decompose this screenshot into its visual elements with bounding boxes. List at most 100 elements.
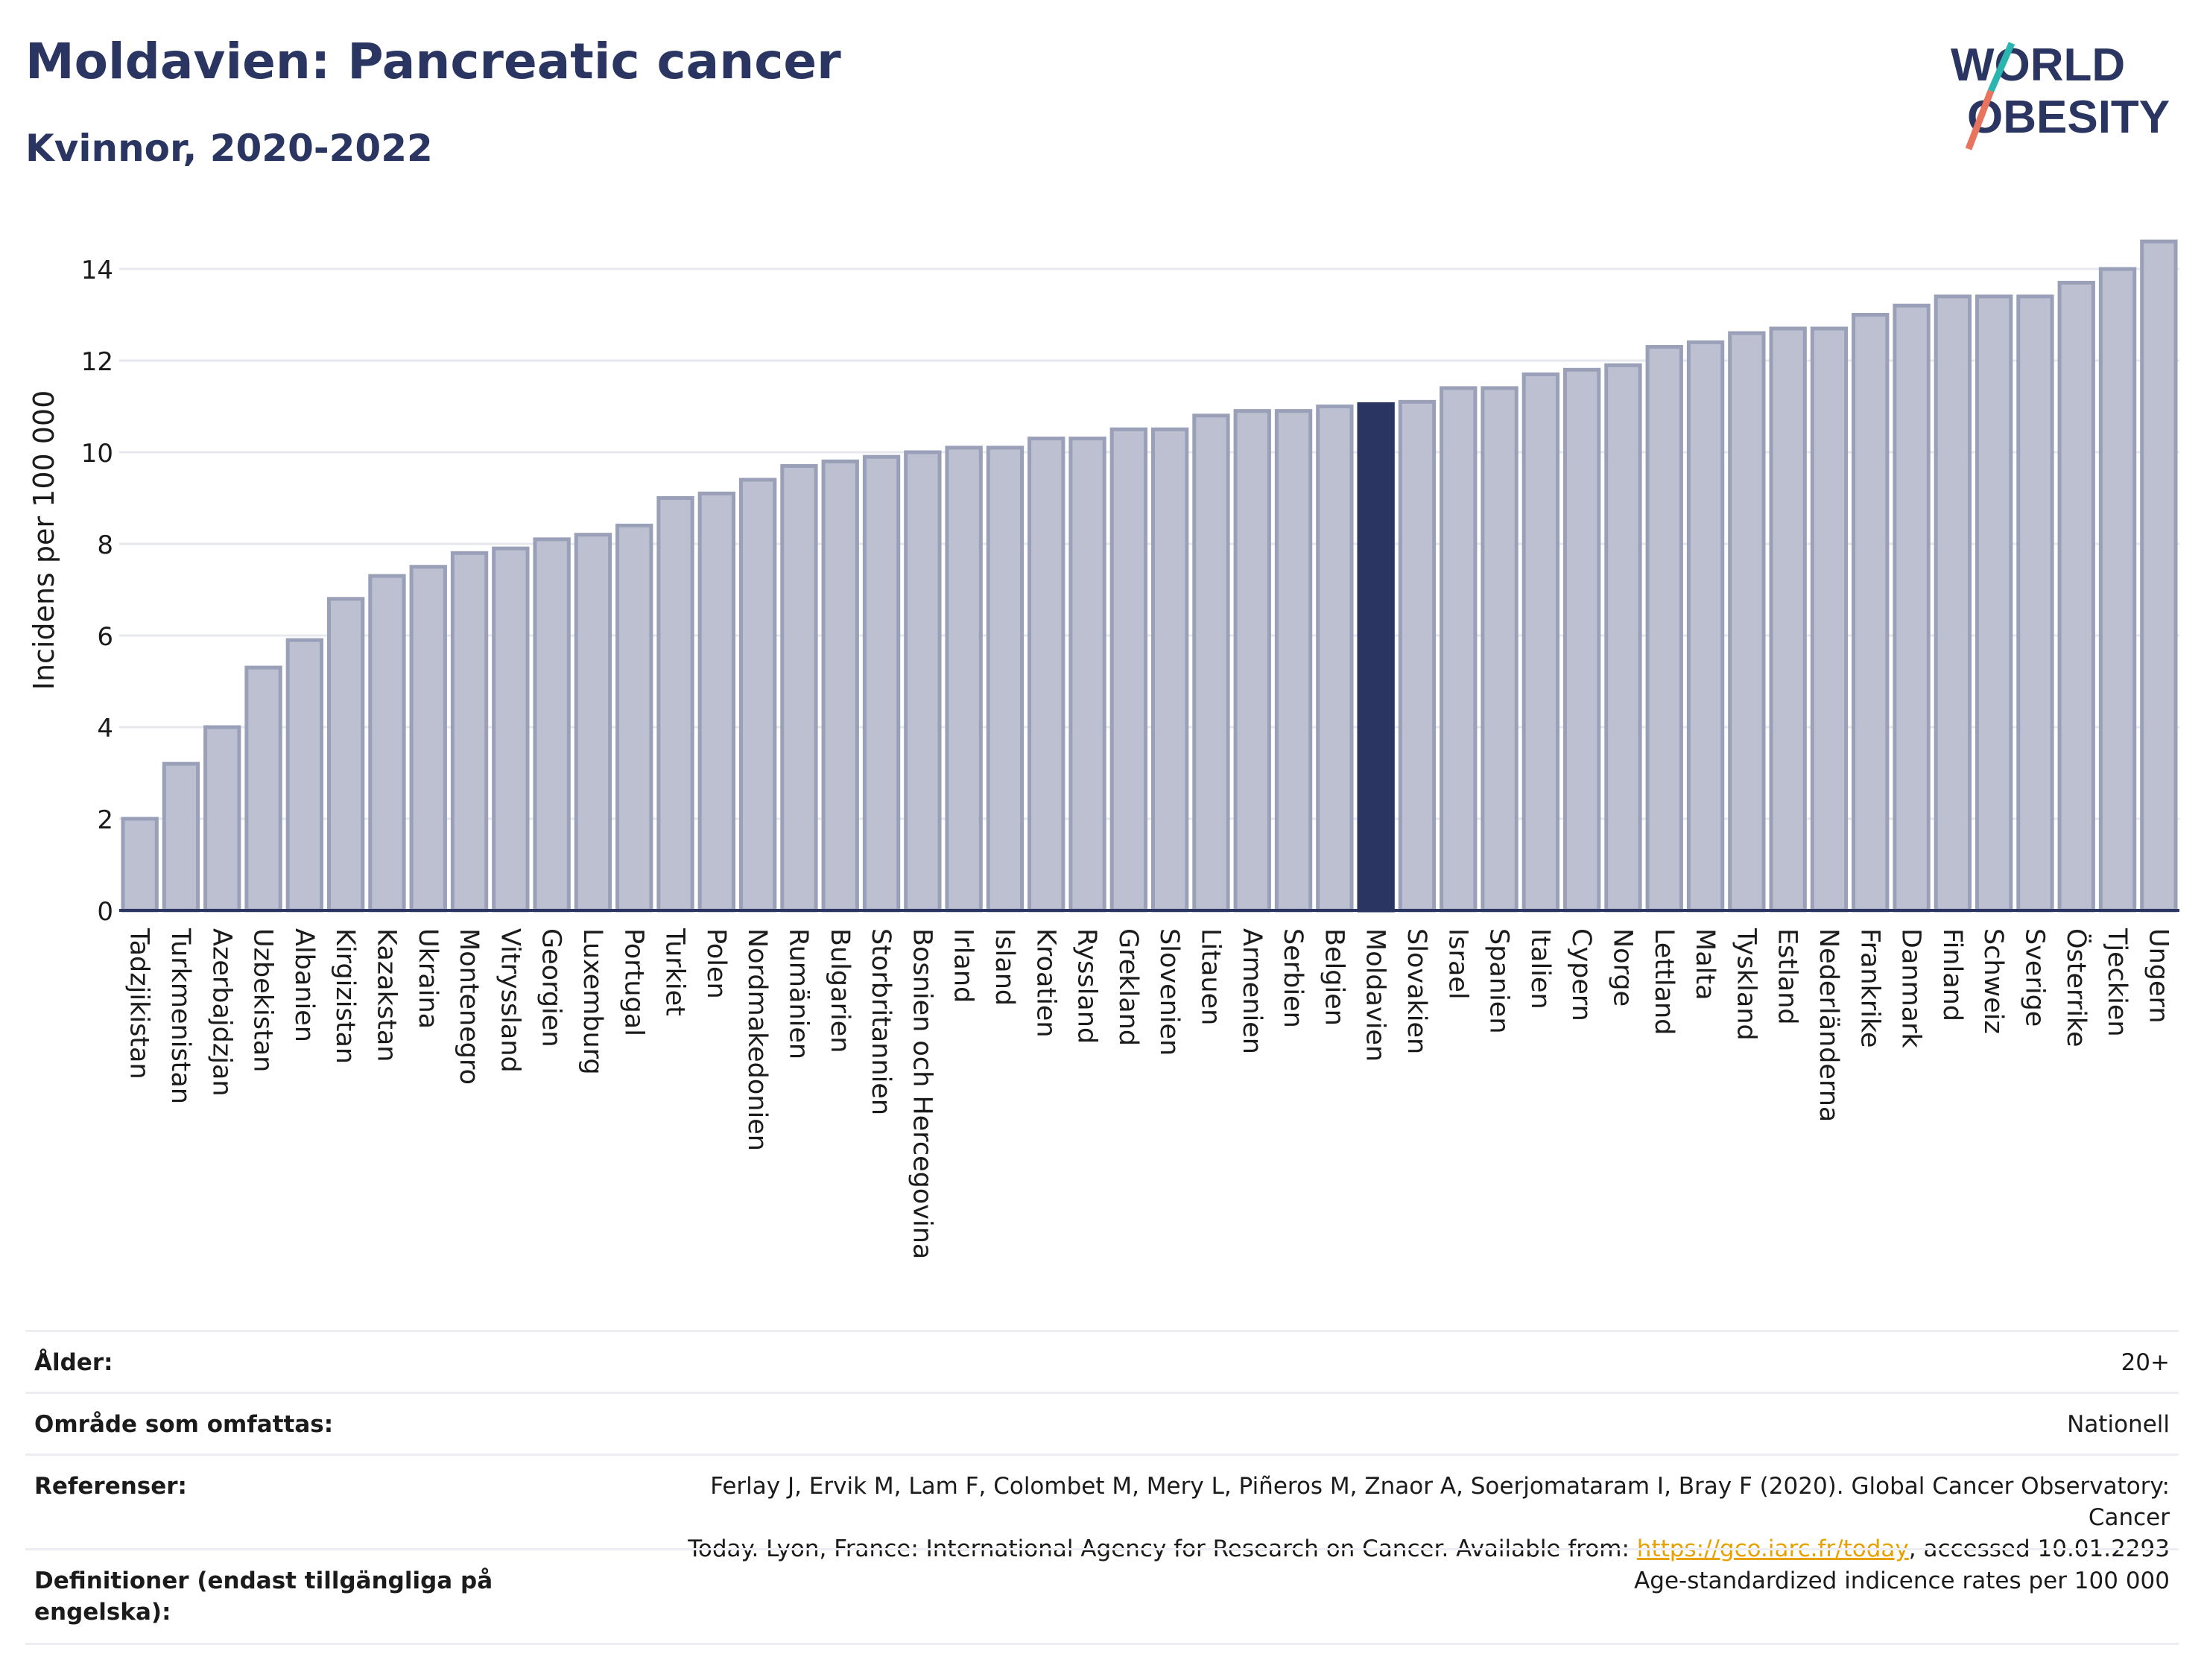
meta-row-references: Referenser: Ferlay J, Ervik M, Lam F, Co… xyxy=(25,1454,2179,1562)
x-tick-label: Armenien xyxy=(1237,928,1267,1054)
bar xyxy=(1562,367,1601,913)
x-tick-label: Norge xyxy=(1607,928,1637,1007)
logo-line2: OBESITY xyxy=(1967,92,2170,143)
x-tick-label: Italien xyxy=(1525,928,1555,1009)
bar xyxy=(821,459,859,913)
bar xyxy=(162,761,200,913)
x-tick-label: Turkiet xyxy=(660,928,690,1016)
logo-slash-teal xyxy=(1987,42,2015,92)
bar xyxy=(697,491,736,913)
bar xyxy=(492,546,530,913)
bar xyxy=(326,597,365,913)
x-tick-label: Tadzjikistan xyxy=(124,928,154,1080)
bar xyxy=(615,523,653,913)
meta-ref-label: Referenser: xyxy=(34,1473,187,1500)
x-tick-label: Polen xyxy=(701,928,731,999)
bar xyxy=(533,537,571,913)
x-tick-label: Uzbekistan xyxy=(248,928,278,1072)
meta-row-age: Ålder: 20+ xyxy=(25,1330,2179,1392)
x-tick-label: Kirgizistan xyxy=(330,928,360,1064)
bar xyxy=(1521,372,1560,913)
bar xyxy=(1893,303,1931,913)
x-tick-label: Georgien xyxy=(536,928,566,1047)
bar xyxy=(244,665,282,913)
x-tick-label: Ungern xyxy=(2143,928,2173,1024)
meta-age-value: 20+ xyxy=(2121,1349,2170,1376)
meta-ref-line1: Ferlay J, Ervik M, Lam F, Colombet M, Me… xyxy=(710,1473,2170,1531)
meta-age-label: Ålder: xyxy=(34,1349,113,1376)
bar xyxy=(1852,313,1890,913)
bar xyxy=(862,454,901,913)
meta-area-label: Område som omfattas: xyxy=(34,1411,334,1438)
x-tick-label: Frankrike xyxy=(1855,928,1884,1048)
bar xyxy=(203,725,241,913)
logo-slash-coral xyxy=(1965,89,1995,150)
x-tick-label: Slovenien xyxy=(1154,928,1184,1056)
x-tick-label: Storbritannien xyxy=(866,928,896,1115)
bar xyxy=(2098,267,2137,913)
x-tick-label: Azerbajdzjan xyxy=(206,928,236,1097)
x-tick-label: Litauen xyxy=(1195,928,1225,1025)
x-tick-label: Montenegro xyxy=(454,928,484,1085)
page-title: Moldavien: Pancreatic cancer xyxy=(25,33,841,90)
bar-chart: 0 2 4 6 8 10 12 14 Tadzjikistan Turkmenistan Azerb… xyxy=(28,239,2179,1259)
x-tick-label: Malta xyxy=(1690,928,1720,1001)
bar xyxy=(368,574,406,913)
bar xyxy=(904,450,942,913)
y-tick-label: 2 xyxy=(97,805,113,835)
x-tick-label: Bosnien och Hercegovina xyxy=(907,928,937,1259)
bar xyxy=(1274,409,1313,913)
bar xyxy=(1233,409,1271,913)
x-tick-label: Cypern xyxy=(1566,928,1596,1021)
x-tick-label: Serbien xyxy=(1278,928,1308,1028)
x-tick-label: Lettland xyxy=(1649,928,1679,1035)
bar xyxy=(1645,345,1683,913)
bar xyxy=(1810,326,1849,913)
bar xyxy=(1398,399,1437,913)
bar xyxy=(450,551,489,913)
y-tick-label: 10 xyxy=(81,439,113,469)
logo-line1: WORLD xyxy=(1951,39,2125,91)
x-tick-label: Albanien xyxy=(289,928,319,1042)
x-tick-label: Luxemburg xyxy=(577,928,607,1075)
x-tick-label: Bulgarien xyxy=(825,928,855,1053)
bar xyxy=(1934,294,1972,913)
meta-row-area: Område som omfattas: Nationell xyxy=(25,1392,2179,1454)
bar xyxy=(1604,363,1642,913)
bar xyxy=(285,638,324,913)
meta-area-value: Nationell xyxy=(2067,1411,2170,1438)
bar xyxy=(780,463,818,913)
page-subtitle: Kvinnor, 2020-2022 xyxy=(25,127,433,170)
x-tick-label: Rumänien xyxy=(783,928,813,1059)
x-tick-label: Grekland xyxy=(1113,928,1143,1046)
bar-highlighted xyxy=(1357,402,1395,913)
x-tick-label: Ryssland xyxy=(1072,928,1102,1044)
y-tick-label: 12 xyxy=(81,347,113,377)
x-tick-label: Portugal xyxy=(618,928,648,1036)
bar xyxy=(738,478,777,913)
meta-def-value: Age-standardized indicence rates per 100… xyxy=(1634,1568,2170,1594)
x-tick-label: Nederländerna xyxy=(1814,928,1843,1122)
bar xyxy=(1440,386,1478,913)
bar xyxy=(1769,326,1807,913)
x-tick-label: Vitryssland xyxy=(495,928,525,1073)
meta-def-label: Definitioner (endast tillgängliga på eng… xyxy=(34,1568,493,1626)
x-tick-label: Nordmakedonien xyxy=(742,928,772,1151)
x-tick-label: Sverige xyxy=(2019,928,2049,1027)
bar xyxy=(1068,437,1106,913)
bar xyxy=(1481,386,1519,913)
x-tick-label: Turkmenistan xyxy=(165,928,195,1104)
bar-layer xyxy=(121,239,2178,913)
bar xyxy=(121,817,159,913)
bar xyxy=(656,496,694,913)
y-tick-label: 0 xyxy=(97,897,113,927)
x-tick-label: Israel xyxy=(1443,928,1472,1000)
bar xyxy=(1150,427,1189,913)
y-tick-label: 4 xyxy=(97,714,113,744)
bar xyxy=(945,446,983,913)
bar xyxy=(1316,405,1354,913)
x-tick-label: Belgien xyxy=(1319,928,1349,1026)
bar xyxy=(1192,413,1230,913)
x-tick-label: Österrike xyxy=(2061,928,2092,1047)
x-tick-label: Estland xyxy=(1773,928,1802,1025)
